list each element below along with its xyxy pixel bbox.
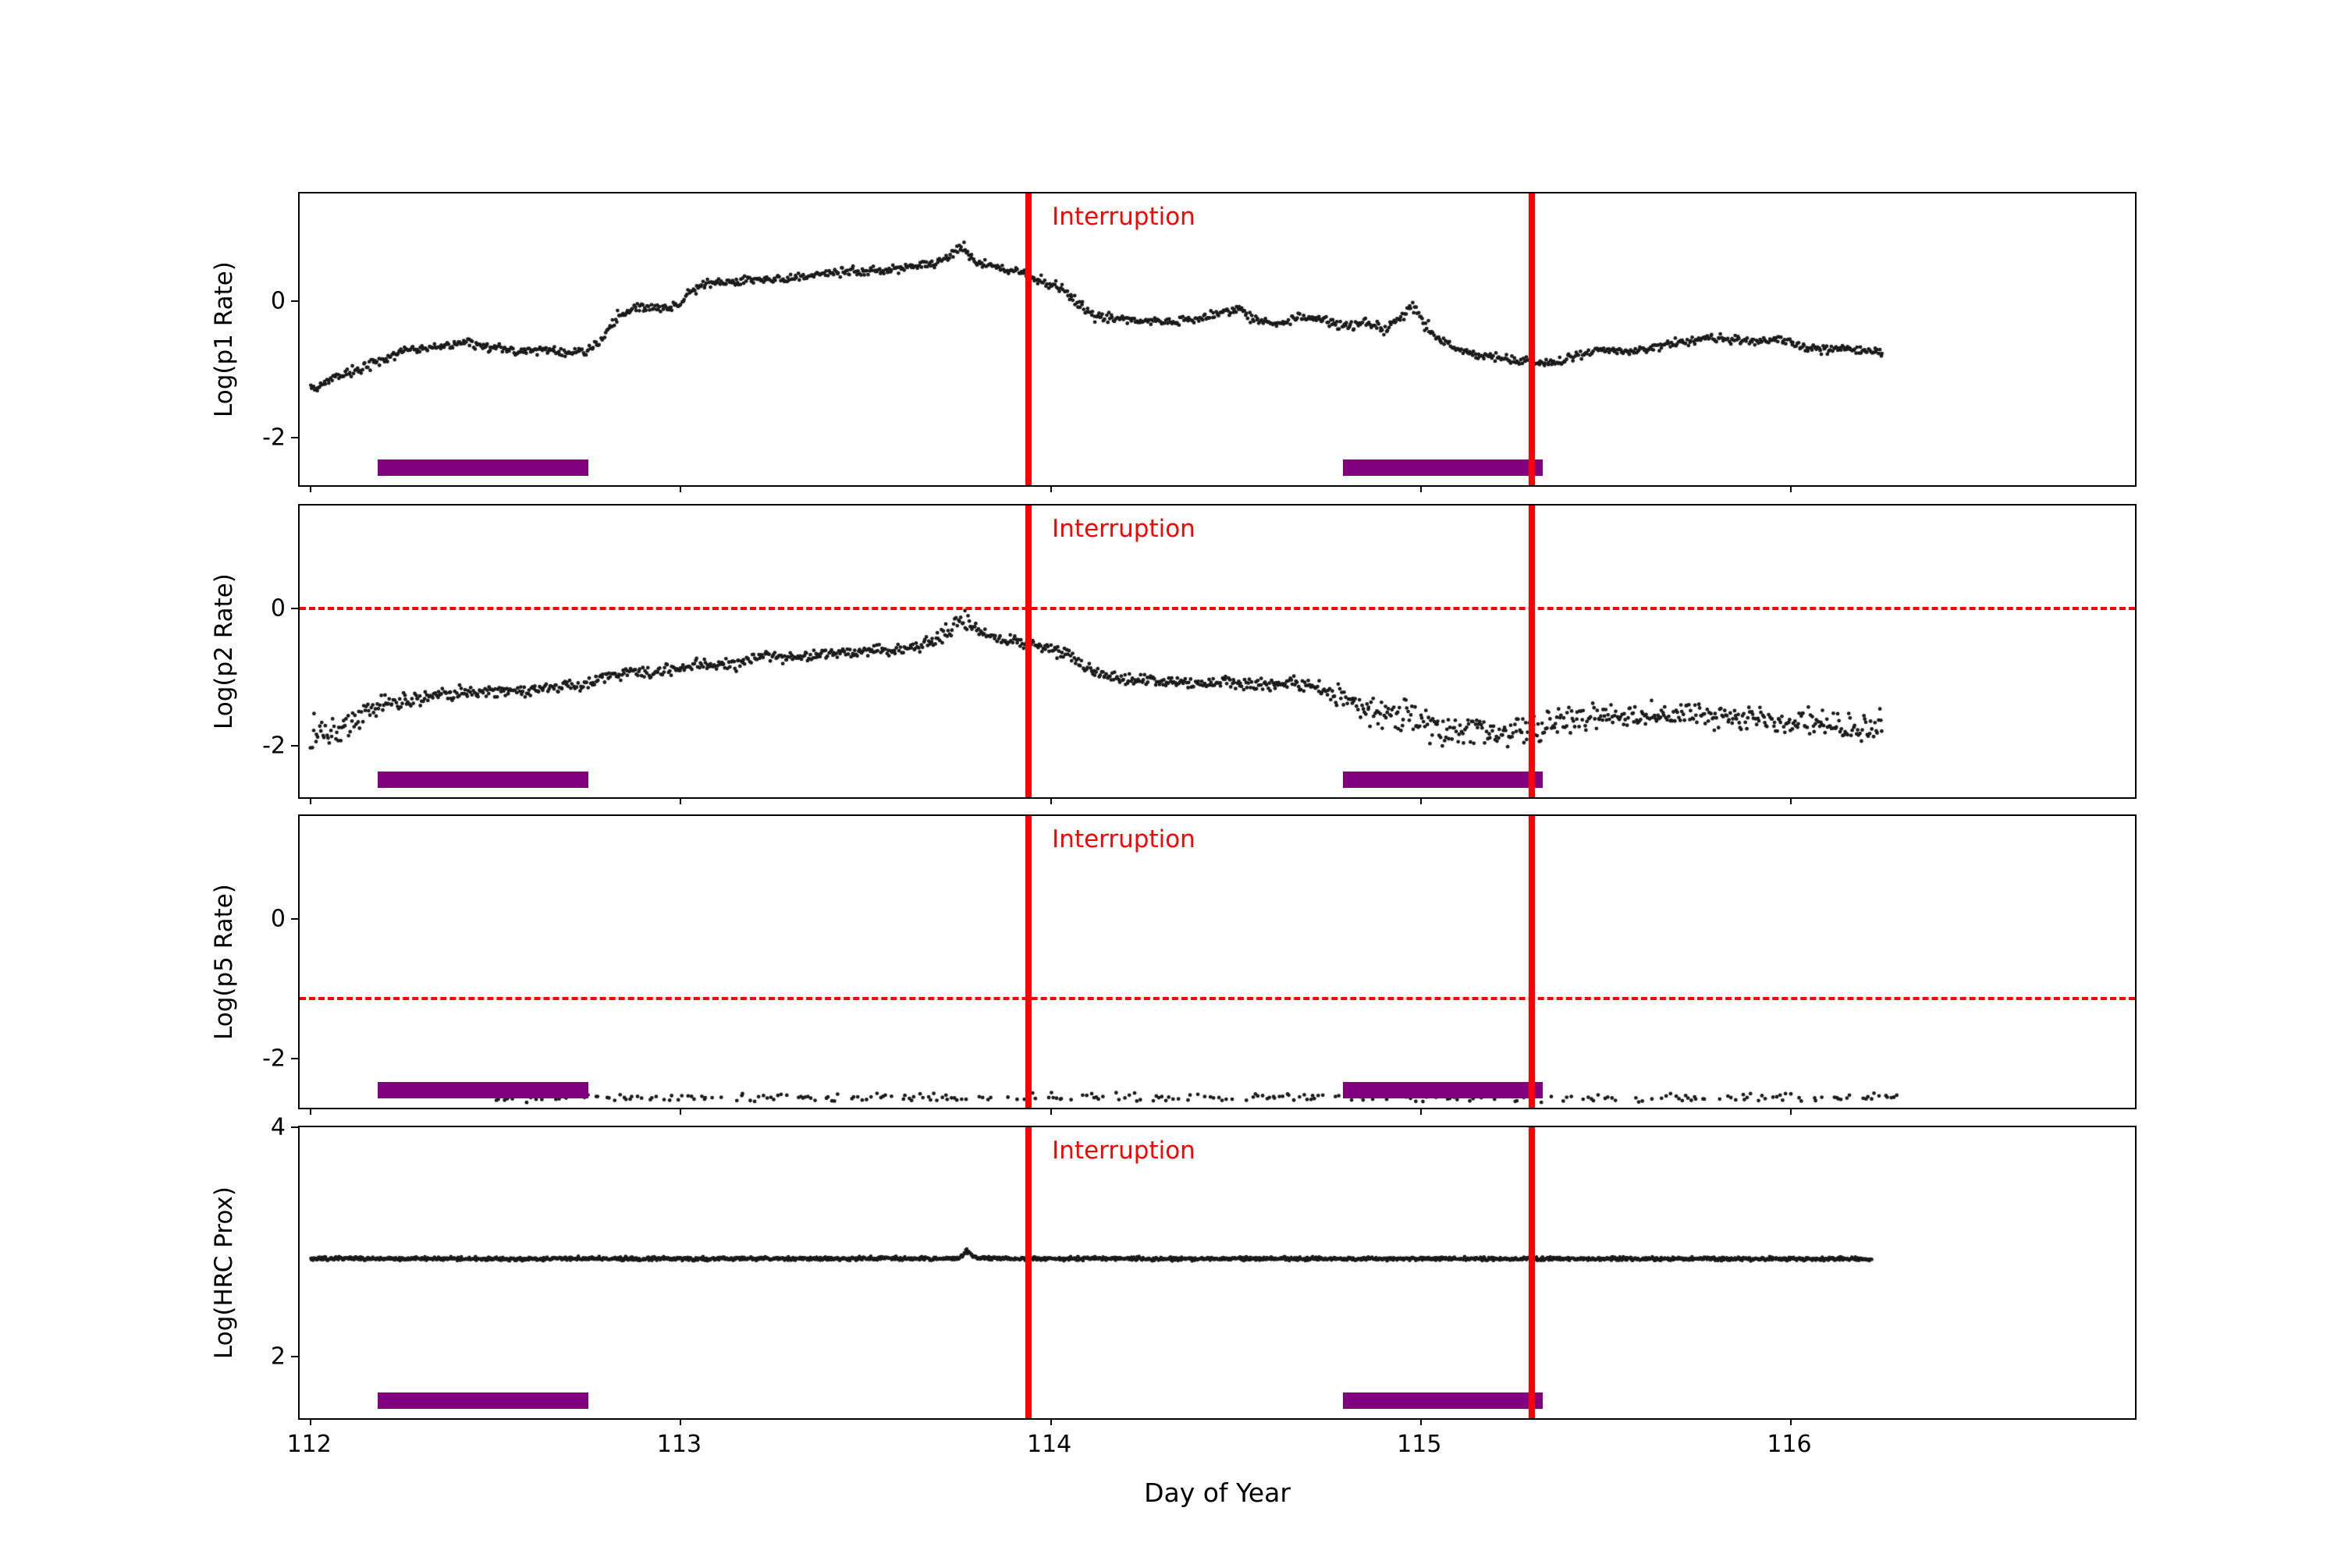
x-tick	[1050, 1418, 1052, 1425]
y-tick-label: -2	[262, 1045, 286, 1073]
event-bar	[1343, 1392, 1543, 1409]
y-tick-label: 0	[270, 287, 286, 315]
x-tick-label: 116	[1767, 1431, 1812, 1458]
x-tick	[1790, 1418, 1792, 1425]
reference-line	[300, 607, 2135, 610]
x-tick	[1419, 1418, 1422, 1425]
y-axis-label-p5: Log(p5 Rate)	[210, 884, 238, 1040]
x-tick	[1050, 485, 1052, 492]
interruption-line	[1025, 1127, 1032, 1418]
interruption-label: Interruption	[1052, 1137, 1195, 1165]
x-tick	[1419, 1108, 1422, 1115]
event-bar	[1343, 772, 1543, 788]
event-bar	[377, 1082, 588, 1098]
x-tick	[310, 797, 312, 804]
y-tick-label: -2	[262, 732, 286, 760]
x-tick	[1050, 797, 1052, 804]
x-tick	[680, 1418, 682, 1425]
x-tick	[1419, 797, 1422, 804]
interruption-line	[1529, 1127, 1536, 1418]
y-tick-label: -2	[262, 424, 286, 452]
y-tick	[291, 436, 298, 438]
y-axis-label-p1: Log(p1 Rate)	[210, 261, 238, 417]
panel-p2-rate: Log(p2 Rate) Interruption 0 -2	[210, 504, 2137, 804]
interruption-line	[1529, 816, 1536, 1108]
y-tick-label: 0	[270, 905, 286, 933]
p1-scatter-canvas	[300, 193, 2135, 485]
y-tick-label: 0	[270, 594, 286, 623]
x-axis-label: Day of Year	[1144, 1478, 1291, 1508]
y-tick	[291, 608, 298, 609]
y-tick	[291, 1058, 298, 1060]
event-bar	[377, 459, 588, 476]
y-tick	[291, 300, 298, 303]
hrc-scatter-canvas	[300, 1127, 2135, 1418]
x-tick-label: 115	[1397, 1431, 1442, 1458]
y-tick	[291, 1355, 298, 1357]
x-tick	[1790, 1108, 1792, 1115]
panel-p5-rate: Log(p5 Rate) Interruption 0 -2	[210, 814, 2137, 1115]
interruption-line	[1025, 193, 1032, 485]
x-tick-label: 114	[1026, 1431, 1072, 1458]
x-tick	[310, 1108, 312, 1115]
x-tick-label: 112	[286, 1431, 332, 1458]
event-bar	[1343, 459, 1543, 476]
x-tick	[310, 1418, 312, 1425]
y-axis-label-hrc: Log(HRC Prox)	[210, 1187, 238, 1359]
interruption-label: Interruption	[1052, 515, 1195, 543]
event-bar	[377, 1392, 588, 1409]
y-tick	[291, 918, 298, 921]
reference-line	[300, 996, 2135, 1000]
x-tick	[1790, 797, 1792, 804]
y-tick-label: 2	[270, 1343, 286, 1371]
panel-p1-rate: Log(p1 Rate) Interruption 0 -2	[210, 192, 2137, 492]
p2-scatter-canvas	[300, 506, 2135, 797]
interruption-line	[1529, 506, 1536, 797]
interruption-line	[1529, 193, 1536, 485]
x-tick	[680, 797, 682, 804]
x-tick	[1419, 485, 1422, 492]
interruption-label: Interruption	[1052, 203, 1195, 231]
y-tick	[291, 1126, 298, 1128]
interruption-line	[1025, 506, 1032, 797]
y-tick	[291, 745, 298, 747]
x-tick	[1050, 1108, 1052, 1115]
x-tick	[680, 485, 682, 492]
y-axis-label-p2: Log(p2 Rate)	[210, 573, 238, 729]
x-tick	[1790, 485, 1792, 492]
interruption-label: Interruption	[1052, 825, 1195, 853]
interruption-line	[1025, 816, 1032, 1108]
y-tick-label: 4	[270, 1113, 286, 1141]
p5-scatter-canvas	[300, 816, 2135, 1108]
x-tick	[680, 1108, 682, 1115]
x-tick	[310, 485, 312, 492]
event-bar	[1343, 1082, 1543, 1098]
x-tick-label: 113	[656, 1431, 702, 1458]
panel-hrc-prox: Log(HRC Prox) Interruption 4 2	[210, 1114, 2137, 1425]
event-bar	[377, 772, 588, 788]
